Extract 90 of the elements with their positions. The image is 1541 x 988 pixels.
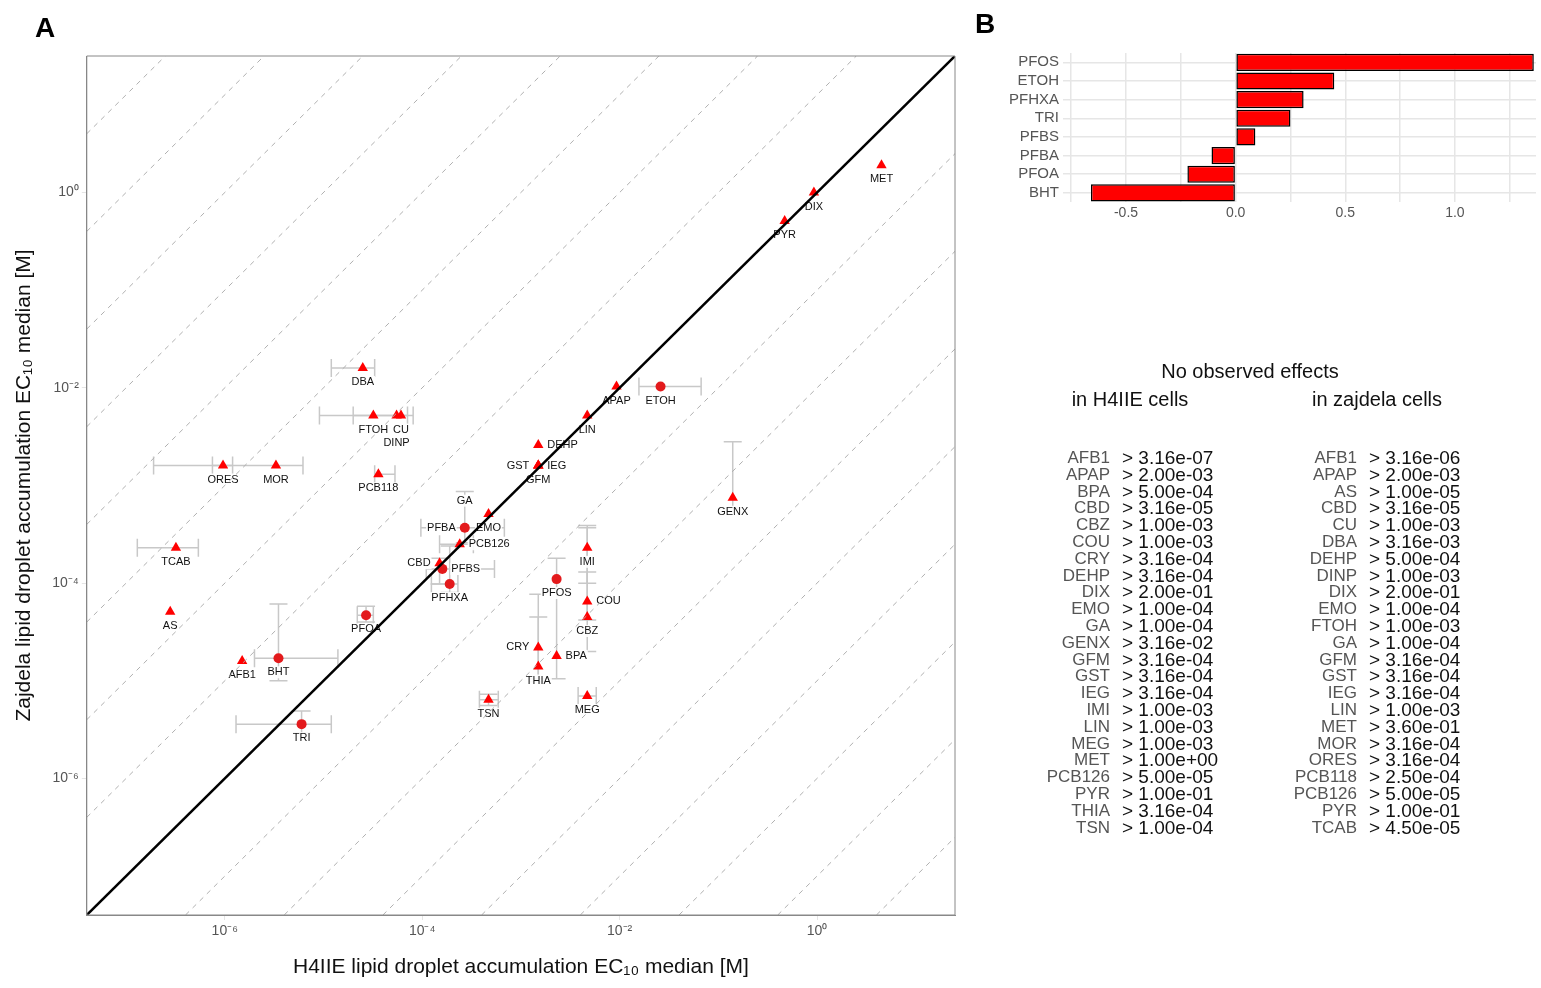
category-label: TSN <box>1075 817 1111 837</box>
x-tick-label: 10⁰ <box>806 922 828 939</box>
x-tick-label: -0.5 <box>1113 204 1139 221</box>
category-label: DEHP <box>1308 548 1358 568</box>
x-tick-label: 10⁻⁴ <box>408 922 436 939</box>
category-label: AFB1 <box>1066 448 1111 467</box>
category-label: CBD <box>1320 498 1358 518</box>
x-axis-title: H4IIE lipid droplet accumulation EC₁₀ median [M] <box>292 954 749 978</box>
annotation: PCB118 <box>358 481 399 494</box>
category-label: AFB1 <box>1313 448 1358 467</box>
y-tick-label: PFOA <box>1018 164 1060 182</box>
category-label: DIX <box>1327 582 1358 602</box>
y-tick-label: 10⁻² <box>53 378 80 395</box>
annotation: CU <box>393 422 409 435</box>
annotation: ETOH <box>645 393 676 406</box>
annotation: IEG <box>547 458 567 471</box>
annotation: GENX <box>717 504 749 517</box>
annotation: COU <box>596 594 621 607</box>
x-tick-label: 1.0 <box>1445 204 1465 221</box>
annotation: TCAB <box>161 554 191 567</box>
annotation: THIA <box>525 673 552 686</box>
annotation: PFOS <box>541 586 572 599</box>
category-label: DEHP <box>1061 565 1111 585</box>
annotation: DINP <box>383 435 410 448</box>
category-label: TCAB <box>1310 817 1358 837</box>
annotation: PFBA <box>427 520 457 533</box>
category-label: CRY <box>1073 548 1111 568</box>
category-label: APAP <box>1064 464 1111 484</box>
y-tick-label: ETOH <box>1017 71 1060 89</box>
category-label: PYR <box>1321 800 1358 820</box>
category-label: GST <box>1074 666 1111 686</box>
x-tick-label: 10⁻⁶ <box>211 922 238 939</box>
x-tick-label: 0.5 <box>1335 204 1356 221</box>
category-label: GA <box>1331 632 1358 652</box>
annotation: BHT <box>267 665 290 678</box>
annotation: TSN <box>477 706 500 719</box>
text: in H4IIE cells <box>1070 388 1190 411</box>
annotation: CRY <box>506 640 530 653</box>
category-label: GFM <box>1318 649 1358 669</box>
x-tick-label: 10⁻² <box>606 922 633 939</box>
y-tick-label: 10⁰ <box>58 183 79 200</box>
annotation: PFHXA <box>431 591 469 604</box>
annotation: DBA <box>351 374 375 387</box>
category-label: CBD <box>1073 498 1111 518</box>
category-label: APAP <box>1311 464 1358 484</box>
category-label: GST <box>1321 666 1358 686</box>
annotation: CBZ <box>576 624 599 637</box>
text: in zajdela cells <box>1310 388 1444 411</box>
category-label: DINP <box>1315 565 1358 585</box>
annotation: MOR <box>263 472 289 485</box>
annotation: GST <box>506 458 530 471</box>
y-tick-label: 10⁻⁶ <box>52 769 79 786</box>
annotation: PCB126 <box>468 537 510 550</box>
annotation: TRI <box>292 731 311 744</box>
category-label: LIN <box>1082 716 1111 736</box>
annotation: AS <box>162 618 178 631</box>
annotation: FTOH <box>358 422 389 435</box>
chart-title: A <box>35 12 56 44</box>
category-label: MEG <box>1070 733 1111 753</box>
annotation: CBD <box>407 556 431 569</box>
y-tick-label: TRI <box>1034 108 1060 126</box>
annotation: LIN <box>578 422 596 435</box>
y-tick-label: 10⁻⁴ <box>52 574 79 591</box>
y-tick-label: PFBS <box>1019 127 1060 145</box>
annotation: MET <box>869 172 894 185</box>
category-label: ORES <box>1307 750 1358 770</box>
annotation: ORES <box>207 472 239 485</box>
annotation: IMI <box>579 554 595 567</box>
y-tick-label: PFBA <box>1019 145 1060 163</box>
annotation: MEG <box>574 702 600 715</box>
category-label: MET <box>1320 716 1358 736</box>
category-label: GENX <box>1060 632 1111 652</box>
x-tick-label: 0.0 <box>1225 204 1246 221</box>
chart-title: B <box>975 8 996 40</box>
category-label: DIX <box>1080 582 1111 602</box>
category-label: GFM <box>1071 649 1111 669</box>
annotation: GA <box>456 493 474 506</box>
category-label: AS <box>1333 481 1358 501</box>
annotation: BPA <box>565 648 588 661</box>
category-label: MOR <box>1316 733 1358 753</box>
annotation: PFBS <box>451 561 481 574</box>
annotation: AFB1 <box>228 667 256 680</box>
y-tick-label: PFOS <box>1018 52 1060 70</box>
category-label: THIA <box>1070 800 1111 820</box>
category-label: MET <box>1073 750 1111 770</box>
category-label: BPA <box>1076 481 1111 501</box>
y-tick-label: PFHXA <box>1008 89 1060 107</box>
y-axis-title: Zajdela lipid droplet accumulation EC₁₀ median [M] <box>11 249 35 722</box>
y-tick-label: BHT <box>1029 183 1060 201</box>
text: No observed effects <box>1160 360 1340 383</box>
